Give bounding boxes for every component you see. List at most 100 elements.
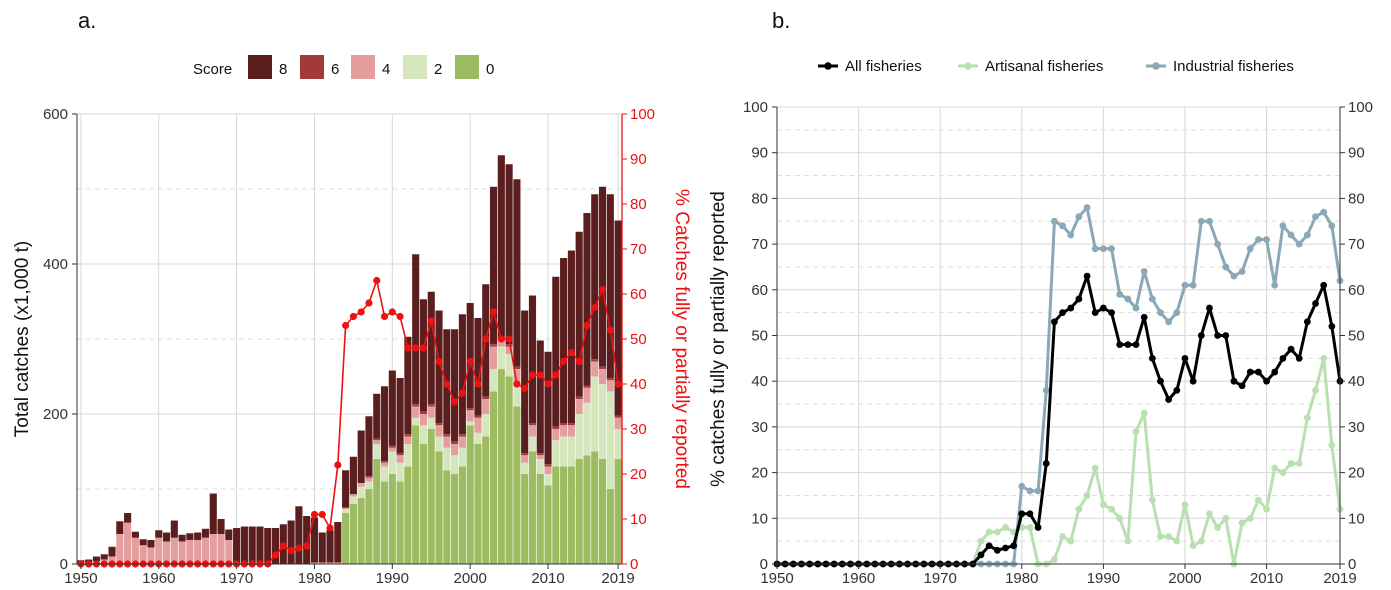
bar-segment-score-0	[528, 451, 537, 565]
bar-segment-score-2	[380, 466, 389, 482]
panel-b-xtick-label: 2010	[1250, 570, 1283, 587]
bar-segment-score-8	[240, 526, 249, 565]
panel-b-point-industrial-fisheries	[1214, 240, 1222, 248]
bar-segment-score-8	[349, 456, 358, 495]
panel-a-reported-point	[536, 371, 544, 379]
panel-b-legend-label-industrial-fisheries: Industrial fisheries	[1173, 58, 1294, 75]
bar-segment-score-6	[474, 415, 482, 418]
panel-b-point-all-fisheries	[1051, 318, 1058, 326]
bar-segment-score-4	[373, 440, 381, 445]
bar-segment-score-6	[482, 396, 490, 400]
panel-b-point-artisanal-fisheries	[993, 528, 1001, 536]
bar-segment-score-8	[567, 250, 576, 424]
panel-b-point-artisanal-fisheries	[1083, 492, 1091, 499]
bar-segment-score-0	[427, 428, 435, 565]
panel-b-point-industrial-fisheries	[1116, 290, 1124, 298]
bar-segment-score-8	[334, 521, 342, 563]
bar-segment-score-0	[474, 443, 482, 565]
bar-segment-score-2	[489, 368, 498, 392]
bar-segment-score-2	[373, 443, 381, 460]
bar-segment-score-4	[466, 410, 474, 422]
panel-b-point-artisanal-fisheries	[1238, 519, 1246, 527]
panel-a-reported-point	[567, 348, 575, 357]
bar-segment-score-2	[598, 383, 607, 460]
panel-b-point-industrial-fisheries	[1124, 295, 1132, 303]
bar-segment-score-8	[357, 430, 365, 484]
panel-b-point-artisanal-fisheries	[1197, 537, 1205, 545]
panel-b-point-artisanal-fisheries	[1091, 464, 1099, 472]
panel-a-legend: Score 8 6 4 2 0	[193, 55, 494, 79]
bar-segment-score-6	[435, 422, 443, 426]
panel-a-reported-point	[583, 321, 591, 330]
bar-segment-score-4	[217, 533, 225, 565]
bar-segment-score-0	[404, 466, 412, 565]
bar-segment-score-4	[123, 522, 132, 565]
bar-segment-score-4	[458, 436, 467, 448]
bar-segment-score-0	[606, 488, 615, 565]
panel-b-point-artisanal-fisheries	[1075, 505, 1083, 513]
panel-b-line-artisanal-fisheries	[777, 356, 1342, 566]
panel-a-reported-point	[591, 303, 599, 312]
panel-b-point-artisanal-fisheries	[1067, 537, 1075, 545]
panel-b-point-all-fisheries	[1312, 300, 1319, 307]
panel-a-reported-point	[489, 308, 498, 316]
panel-b-point-all-fisheries	[1067, 304, 1075, 312]
bar-segment-score-8	[302, 515, 311, 565]
panel-b-point-industrial-fisheries	[1051, 217, 1058, 225]
bar-segment-score-6	[536, 452, 544, 456]
panel-b-point-artisanal-fisheries	[1271, 464, 1279, 472]
panel-b-point-all-fisheries	[1197, 332, 1205, 339]
panel-a-secondary-ytick-label: 30	[630, 421, 647, 438]
bar-segment-score-6	[458, 434, 467, 437]
panel-b-point-all-fisheries	[1148, 354, 1156, 362]
bar-segment-score-6	[567, 422, 576, 426]
panel-b-point-artisanal-fisheries	[1295, 460, 1303, 467]
bar-segment-score-6	[583, 385, 591, 388]
panel-a-line	[77, 276, 622, 568]
panel-b-right-ytick-label: 30	[1348, 419, 1365, 436]
panel-b-point-artisanal-fisheries	[1320, 354, 1328, 362]
panel-b-point-all-fisheries	[1075, 295, 1083, 303]
panel-b-point-artisanal-fisheries	[1246, 514, 1254, 522]
bar-segment-score-0	[443, 470, 451, 565]
bar-segment-score-4	[443, 436, 451, 448]
legend-swatch-score-8	[248, 55, 272, 79]
legend-label-score-4: 4	[382, 61, 390, 78]
panel-a-ytick-label: 600	[43, 106, 68, 123]
panel-a-ytick-label: 200	[43, 406, 68, 423]
panel-b-point-industrial-fisheries	[1148, 295, 1156, 303]
bar-segment-score-8	[411, 254, 420, 405]
panel-b-point-all-fisheries	[1214, 332, 1222, 339]
bar-segment-score-2	[520, 462, 529, 475]
bar-segment-score-2	[404, 443, 412, 467]
bar-segment-score-2	[365, 481, 373, 490]
panel-b-point-artisanal-fisheries	[1214, 524, 1222, 531]
panel-b-point-industrial-fisheries	[1059, 222, 1066, 230]
panel-b-right-ytick-label: 40	[1348, 373, 1365, 390]
bar-segment-score-6	[598, 366, 607, 370]
bar-segment-score-8	[552, 276, 560, 427]
panel-b-point-artisanal-fisheries	[1140, 409, 1148, 417]
bar-segment-score-4	[170, 537, 179, 565]
bar-segment-score-2	[552, 440, 560, 467]
panel-a-reported-point	[310, 510, 319, 519]
panel-a-secondary-ytick-label: 10	[630, 511, 647, 528]
panel-b-point-all-fisheries	[1099, 304, 1107, 312]
panel-b-ytick-label: 30	[751, 419, 768, 436]
panel-b-xtick-label: 1960	[842, 570, 875, 587]
bar-segment-score-4	[482, 398, 490, 415]
panel-b-point-all-fisheries	[1320, 281, 1328, 289]
panel-a-reported-point	[458, 389, 466, 397]
panel-a-secondary-ytick-label: 60	[630, 286, 647, 303]
bar-segment-score-0	[458, 466, 467, 565]
panel-a-reported-point	[365, 299, 373, 307]
panel-b-point-industrial-fisheries	[1328, 222, 1336, 230]
panel-b-point-industrial-fisheries	[1181, 281, 1189, 289]
panel-b-point-artisanal-fisheries	[977, 537, 985, 545]
bar-segment-score-6	[520, 452, 529, 456]
bar-segment-score-8	[450, 329, 459, 442]
bar-segment-score-6	[443, 434, 451, 437]
panel-a-xtick-label: 1960	[142, 570, 175, 587]
bar-segment-score-0	[614, 458, 622, 565]
panel-b-right-ytick-label: 20	[1348, 465, 1365, 482]
